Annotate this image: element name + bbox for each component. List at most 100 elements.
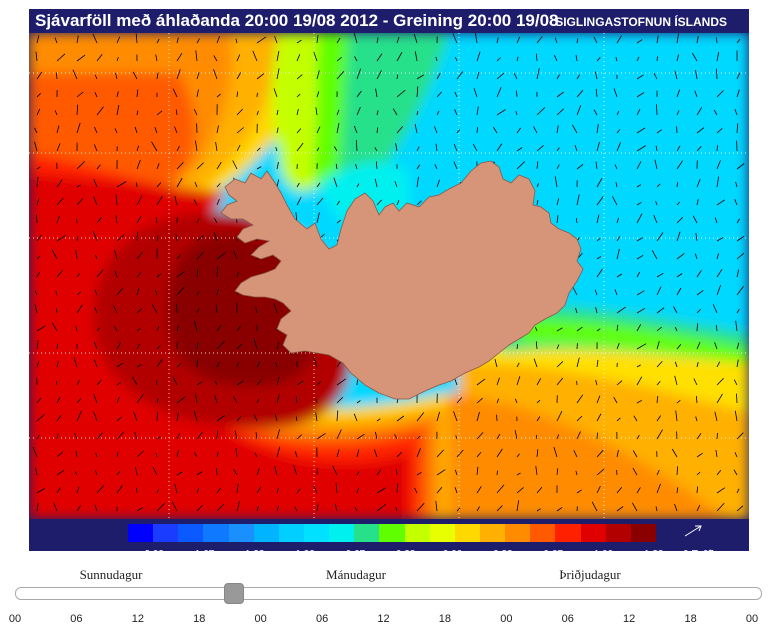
current-arrow bbox=[94, 126, 98, 134]
current-arrow bbox=[396, 483, 399, 494]
hour-tick-label: 00 bbox=[8, 613, 22, 625]
current-arrow bbox=[256, 110, 259, 116]
current-arrow bbox=[535, 53, 538, 62]
legend-swatch bbox=[454, 524, 480, 542]
current-arrow bbox=[76, 184, 81, 188]
current-arrow bbox=[116, 234, 125, 242]
current-arrow bbox=[476, 126, 478, 134]
current-arrow bbox=[553, 54, 558, 62]
time-slider[interactable]: Sunnudagur Mánudagur Þriðjudagur 00 06 12 1… bbox=[0, 560, 773, 634]
current-arrow bbox=[196, 162, 204, 170]
current-arrow bbox=[676, 33, 679, 44]
current-arrow bbox=[315, 412, 318, 422]
current-arrow bbox=[496, 433, 501, 440]
legend-tick-label: -0,33 bbox=[392, 549, 416, 560]
current-arrow bbox=[56, 53, 66, 62]
current-arrow bbox=[256, 166, 262, 170]
current-arrow bbox=[576, 415, 583, 422]
current-arrow bbox=[716, 284, 721, 296]
current-arrow bbox=[454, 487, 458, 494]
current-arrow bbox=[196, 291, 200, 296]
slider-track[interactable] bbox=[15, 587, 762, 600]
current-arrow bbox=[536, 36, 543, 44]
current-arrow bbox=[613, 396, 618, 404]
current-arrow bbox=[156, 38, 160, 44]
current-arrow bbox=[376, 487, 386, 494]
current-arrow bbox=[56, 433, 59, 440]
current-arrow bbox=[594, 289, 598, 296]
current-arrow bbox=[116, 105, 120, 116]
current-arrow bbox=[214, 380, 218, 386]
current-arrow bbox=[456, 129, 461, 134]
current-arrow bbox=[236, 72, 242, 80]
current-arrow bbox=[496, 72, 505, 80]
current-arrow bbox=[136, 308, 143, 314]
current-arrow bbox=[56, 469, 65, 476]
current-arrow bbox=[616, 129, 621, 134]
current-arrow bbox=[556, 125, 559, 134]
current-arrow bbox=[316, 432, 326, 440]
current-arrow bbox=[574, 144, 578, 152]
current-arrow bbox=[516, 362, 520, 368]
current-arrow bbox=[436, 72, 441, 80]
current-arrow bbox=[336, 429, 342, 440]
current-arrow bbox=[374, 178, 378, 188]
current-arrow bbox=[676, 110, 680, 116]
current-arrow bbox=[674, 70, 678, 80]
current-arrow bbox=[316, 91, 320, 98]
current-arrow bbox=[476, 411, 480, 422]
current-arrow bbox=[136, 272, 142, 278]
reference-arrow-icon bbox=[684, 525, 702, 537]
current-arrow bbox=[496, 448, 503, 458]
day-label-monday: Mánudagur bbox=[326, 567, 386, 582]
current-arrow bbox=[476, 106, 479, 116]
current-arrow bbox=[116, 36, 121, 44]
current-arrow bbox=[194, 452, 198, 458]
current-arrow bbox=[716, 237, 724, 242]
current-arrow bbox=[696, 270, 702, 278]
map-title: Sjávarföll með áhlaðanda 20:00 19/08 201… bbox=[35, 11, 559, 30]
current-arrow bbox=[476, 486, 482, 494]
current-arrow bbox=[216, 267, 218, 278]
current-arrow bbox=[196, 89, 199, 98]
current-arrow bbox=[96, 54, 103, 62]
current-arrow bbox=[736, 342, 740, 350]
current-arrow bbox=[396, 126, 404, 134]
current-arrow bbox=[656, 307, 665, 314]
current-arrow bbox=[456, 397, 463, 404]
current-arrow bbox=[176, 177, 183, 188]
current-arrow bbox=[116, 288, 123, 296]
slider-handle[interactable] bbox=[223, 583, 244, 604]
current-arrow bbox=[213, 55, 218, 62]
current-arrow bbox=[736, 252, 745, 260]
current-arrow bbox=[134, 431, 138, 440]
current-arrow bbox=[276, 127, 279, 134]
current-arrow bbox=[213, 232, 218, 242]
current-arrow bbox=[196, 308, 200, 314]
current-arrow bbox=[113, 305, 118, 314]
current-arrow bbox=[115, 72, 118, 80]
current-arrow bbox=[554, 176, 558, 188]
current-arrow bbox=[656, 129, 662, 134]
current-arrow bbox=[636, 434, 640, 440]
current-arrow bbox=[76, 236, 79, 242]
current-arrow bbox=[576, 357, 580, 368]
current-arrow bbox=[216, 430, 219, 440]
current-arrow bbox=[176, 449, 179, 458]
current-arrow bbox=[276, 68, 280, 80]
hour-tick-label: 18 bbox=[684, 613, 697, 625]
current-arrow bbox=[356, 433, 365, 440]
current-arrow bbox=[516, 127, 521, 134]
current-arrow bbox=[496, 484, 505, 494]
current-arrow bbox=[235, 448, 238, 458]
current-arrow bbox=[596, 413, 602, 422]
current-arrow bbox=[356, 471, 360, 476]
current-arrow bbox=[196, 504, 203, 512]
current-arrow bbox=[591, 501, 598, 512]
current-arrow bbox=[336, 200, 341, 206]
current-arrow bbox=[536, 508, 541, 512]
day-label-tuesday: Þriðjudagur bbox=[559, 567, 621, 582]
current-arrow bbox=[155, 217, 158, 224]
current-arrow bbox=[676, 145, 681, 152]
current-arrow bbox=[536, 68, 540, 80]
